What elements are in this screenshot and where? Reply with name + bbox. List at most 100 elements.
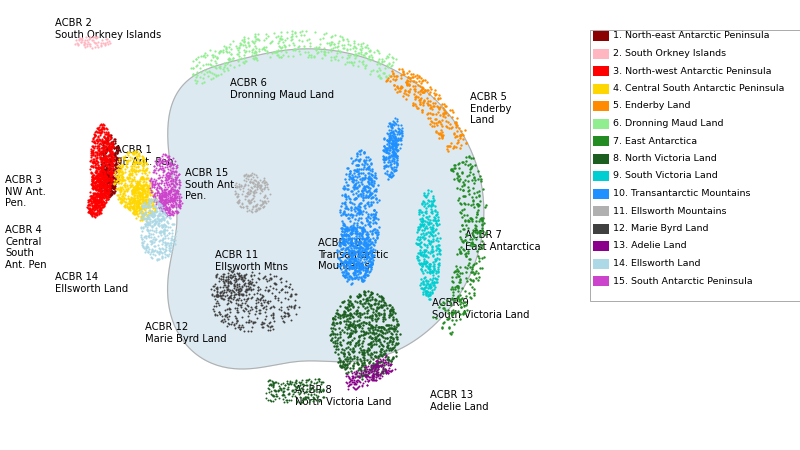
Point bbox=[355, 45, 368, 52]
Point bbox=[302, 51, 315, 58]
Point bbox=[414, 221, 426, 228]
Point bbox=[372, 304, 385, 311]
Point bbox=[341, 364, 354, 371]
Point bbox=[386, 140, 398, 148]
Point bbox=[218, 43, 230, 50]
Point bbox=[395, 131, 408, 139]
Point bbox=[386, 152, 399, 159]
Point bbox=[359, 61, 372, 68]
Point bbox=[97, 182, 110, 189]
Point bbox=[278, 381, 291, 388]
Point bbox=[339, 312, 352, 319]
Point bbox=[390, 146, 403, 153]
Point bbox=[359, 297, 372, 304]
Point bbox=[107, 173, 120, 180]
Point bbox=[150, 197, 163, 204]
Point bbox=[208, 71, 221, 78]
Point bbox=[246, 51, 258, 59]
Point bbox=[450, 282, 463, 289]
Point bbox=[156, 234, 169, 241]
Point bbox=[388, 365, 401, 372]
Point bbox=[106, 184, 119, 191]
Point bbox=[165, 248, 178, 255]
Point bbox=[106, 149, 118, 157]
Point bbox=[150, 184, 163, 192]
Point bbox=[125, 177, 138, 184]
Point bbox=[346, 242, 358, 249]
Point bbox=[347, 346, 360, 353]
Point bbox=[95, 186, 108, 194]
Point bbox=[330, 248, 343, 256]
Point bbox=[130, 201, 142, 208]
Point bbox=[103, 188, 116, 195]
Point bbox=[361, 41, 374, 49]
Point bbox=[108, 144, 121, 151]
Point bbox=[386, 341, 398, 348]
Point bbox=[362, 233, 374, 240]
Point bbox=[361, 295, 374, 302]
Point bbox=[99, 145, 112, 153]
Point bbox=[364, 70, 377, 77]
Point bbox=[471, 277, 484, 284]
Point bbox=[388, 135, 401, 142]
Point bbox=[364, 262, 377, 269]
Point bbox=[414, 97, 426, 104]
Point bbox=[162, 168, 174, 176]
Point bbox=[226, 286, 239, 293]
Point bbox=[106, 140, 119, 148]
Point bbox=[96, 202, 109, 209]
Point bbox=[172, 201, 185, 208]
Point bbox=[370, 68, 383, 75]
Point bbox=[355, 376, 368, 383]
Point bbox=[386, 121, 398, 128]
Point bbox=[443, 298, 456, 305]
Point bbox=[96, 159, 109, 166]
Point bbox=[364, 176, 377, 183]
Point bbox=[102, 146, 115, 153]
Point bbox=[210, 60, 222, 67]
Point bbox=[90, 164, 102, 171]
Point bbox=[132, 180, 145, 188]
Point bbox=[94, 170, 107, 177]
Point bbox=[94, 194, 106, 202]
Point bbox=[353, 238, 366, 246]
Point bbox=[99, 170, 112, 177]
Point bbox=[86, 33, 99, 40]
Point bbox=[160, 192, 173, 199]
Point bbox=[325, 45, 338, 53]
Point bbox=[132, 153, 145, 160]
Point bbox=[259, 309, 272, 316]
Point bbox=[386, 129, 399, 136]
Point bbox=[467, 174, 480, 181]
Point bbox=[90, 155, 102, 162]
Point bbox=[340, 378, 353, 386]
Point bbox=[86, 198, 99, 206]
Point bbox=[338, 307, 350, 315]
Point bbox=[86, 179, 99, 186]
Point bbox=[340, 224, 353, 231]
Point bbox=[250, 279, 262, 286]
Point bbox=[350, 309, 363, 316]
Point bbox=[98, 186, 110, 194]
Point bbox=[374, 358, 386, 365]
Point bbox=[150, 198, 162, 205]
Point bbox=[364, 374, 377, 381]
Point bbox=[426, 281, 439, 288]
Point bbox=[148, 190, 161, 197]
Point bbox=[90, 204, 102, 211]
Point bbox=[137, 162, 150, 169]
Point bbox=[343, 373, 356, 380]
Point bbox=[198, 71, 210, 78]
Point bbox=[358, 239, 371, 247]
Point bbox=[385, 123, 398, 130]
Point bbox=[387, 326, 400, 333]
Point bbox=[86, 204, 99, 212]
Point bbox=[131, 203, 144, 210]
Point bbox=[454, 135, 466, 142]
Point bbox=[462, 255, 475, 262]
Point bbox=[276, 391, 289, 398]
Point bbox=[374, 75, 387, 82]
Point bbox=[155, 162, 168, 170]
Point bbox=[90, 40, 102, 47]
Point bbox=[138, 170, 151, 177]
